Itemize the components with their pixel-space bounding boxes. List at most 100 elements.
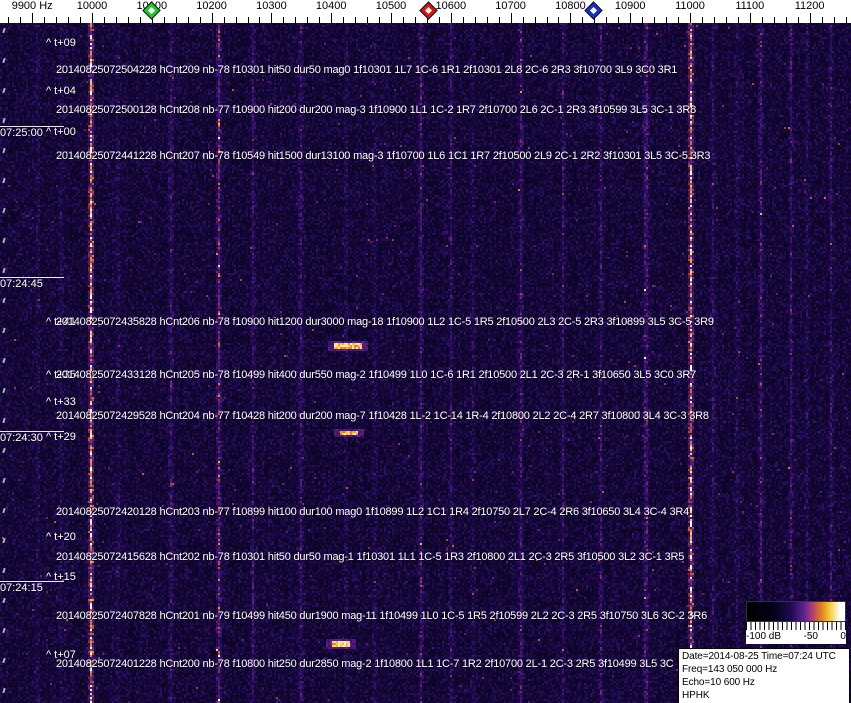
ruler-tick xyxy=(379,17,380,23)
colorbar-label-min: -100 dB xyxy=(746,631,782,642)
ruler-tick xyxy=(199,17,201,23)
ruler-tick xyxy=(355,17,357,23)
ruler-tick xyxy=(594,17,596,23)
ruler-tick xyxy=(32,13,34,23)
ruler-tick xyxy=(438,17,440,23)
ruler-tick xyxy=(450,13,452,23)
ruler-tick xyxy=(175,17,177,23)
ruler-tick xyxy=(713,17,715,23)
colorbar-gradient xyxy=(746,601,846,622)
ruler-tick xyxy=(845,17,847,23)
ruler-tick xyxy=(80,17,81,23)
ruler-tick xyxy=(307,17,309,23)
ruler-tick xyxy=(498,17,500,23)
ruler-tick xyxy=(115,17,117,23)
ruler-frequency-label: 9900 Hz xyxy=(11,0,53,12)
ruler-tick xyxy=(331,13,333,23)
ruler-tick xyxy=(510,13,512,23)
ruler-frequency-label: 10600 xyxy=(435,0,467,12)
colorbar-label-max: 0 xyxy=(840,631,846,642)
status-info-box: Date=2014-08-25 Time=07:24 UTC Freq=143 … xyxy=(678,648,850,703)
ruler-tick xyxy=(737,17,739,23)
ruler-tick xyxy=(833,17,835,23)
ruler-frequency-label: 10200 xyxy=(196,0,227,12)
ruler-frequency-label: 10000 xyxy=(76,0,108,12)
ruler-frequency-label: 10900 xyxy=(614,0,646,12)
ruler-frequency-label: 11000 xyxy=(675,0,705,12)
ruler-tick xyxy=(773,17,775,23)
colorbar-labels: -100 dB -50 0 xyxy=(746,630,846,644)
ruler-tick xyxy=(223,17,225,23)
colorbar-label-mid: -50 xyxy=(803,631,818,642)
ruler-tick xyxy=(534,17,536,23)
ruler-frequency-label: 11200 xyxy=(794,0,825,12)
ruler-tick xyxy=(678,17,679,23)
ruler-tick xyxy=(725,17,727,23)
ruler-tick xyxy=(821,17,823,23)
diamond-center xyxy=(424,6,432,15)
ruler-tick xyxy=(139,17,141,23)
ruler-tick xyxy=(785,17,787,23)
ruler-tick xyxy=(486,17,488,23)
ruler-tick xyxy=(546,17,548,23)
ruler-tick xyxy=(426,17,428,23)
spectrogram-waterfall-canvas[interactable] xyxy=(0,23,851,703)
ruler-tick xyxy=(642,17,644,23)
ruler-tick xyxy=(749,13,751,23)
ruler-tick xyxy=(319,17,321,23)
ruler-tick xyxy=(618,17,620,23)
ruler-tick xyxy=(295,17,297,23)
ruler-tick xyxy=(163,17,165,23)
ruler-tick xyxy=(367,17,369,23)
ruler-tick xyxy=(211,13,213,23)
ruler-tick xyxy=(104,17,105,23)
ruler-tick xyxy=(761,17,763,23)
ruler-tick xyxy=(68,17,70,23)
ruler-frequency-label: 10500 xyxy=(375,0,407,12)
ruler-tick xyxy=(259,17,261,23)
ruler-tick xyxy=(235,17,237,23)
ruler-tick xyxy=(127,17,129,23)
diamond-center xyxy=(148,6,156,15)
ruler-tick xyxy=(474,17,476,23)
ruler-tick xyxy=(44,17,46,23)
ruler-tick xyxy=(809,13,811,23)
colorbar-ticks xyxy=(746,622,846,630)
info-station-id: HPHK xyxy=(682,690,710,701)
ruler-frequency-label: 10300 xyxy=(256,0,287,12)
ruler-frequency-label: 10800 xyxy=(555,0,586,12)
ruler-tick xyxy=(690,13,691,23)
ruler-tick xyxy=(247,17,249,23)
ruler-tick xyxy=(92,13,93,23)
ruler-tick xyxy=(654,17,656,23)
ruler-tick xyxy=(56,17,58,23)
ruler-tick xyxy=(343,17,345,23)
ruler-tick xyxy=(187,17,189,23)
ruler-tick xyxy=(570,13,572,23)
ruler-tick xyxy=(666,17,668,23)
ruler-tick xyxy=(797,17,799,23)
blue-marker-diamond[interactable] xyxy=(583,1,603,20)
ruler-tick xyxy=(271,13,273,23)
ruler-frequency-label: 11100 xyxy=(735,0,765,12)
ruler-tick xyxy=(20,17,22,23)
ruler-tick xyxy=(462,17,464,23)
info-date-time: Date=2014-08-25 Time=07:24 UTC xyxy=(682,651,836,662)
ruler-tick xyxy=(391,13,392,23)
ruler-frequency-label: 10400 xyxy=(315,0,347,12)
ruler-tick xyxy=(8,17,10,23)
ruler-tick xyxy=(522,17,524,23)
ruler-tick xyxy=(630,13,632,23)
ruler-frequency-label: 10700 xyxy=(495,0,526,12)
info-frequency: Freq=143 050 000 Hz xyxy=(682,664,778,675)
color-scale-widget: -100 dB -50 0 xyxy=(746,601,846,644)
ruler-tick xyxy=(582,17,584,23)
ruler-tick xyxy=(414,17,416,23)
ruler-tick xyxy=(403,17,404,23)
info-echo-freq: Echo=10 600 Hz xyxy=(682,677,755,688)
ruler-tick xyxy=(558,17,560,23)
ruler-tick xyxy=(702,17,703,23)
ruler-tick xyxy=(283,17,285,23)
diamond-center xyxy=(589,6,597,15)
